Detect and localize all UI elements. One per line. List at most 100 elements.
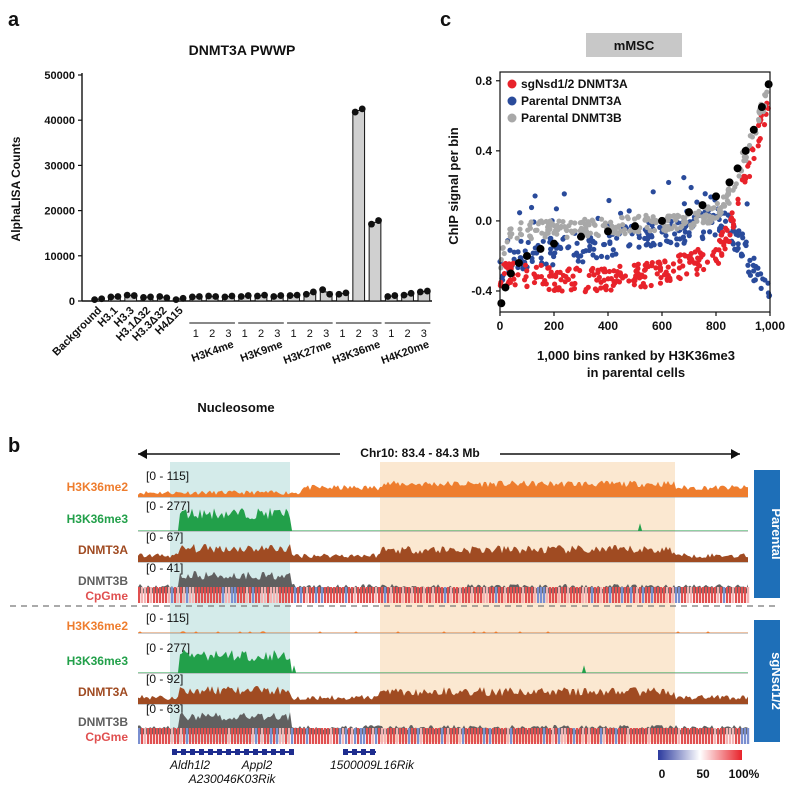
scatter-point [558, 277, 564, 283]
scatter-point [644, 224, 650, 231]
scatter-point [661, 272, 668, 278]
scatter-point [564, 234, 570, 240]
scatter-point [553, 273, 559, 280]
panel-a-group-label: H3K9me [239, 339, 284, 365]
scatter-point [547, 250, 554, 256]
scatter-point [606, 268, 613, 275]
scatter-point [602, 269, 609, 275]
scatter-point [525, 227, 531, 233]
scatter-point [631, 262, 637, 268]
panel-c-ytick-label: 0.0 [475, 214, 492, 228]
track-label: CpGme [85, 730, 128, 744]
scatter-point [674, 242, 680, 248]
condition-tab-sgnsd: sgNsd1/2 [754, 620, 784, 742]
panel-c-xtick-label: 600 [652, 319, 672, 333]
scatter-point [572, 280, 578, 287]
scatter-point [681, 174, 687, 181]
scatter-point [738, 251, 745, 257]
replicate-point [188, 293, 196, 301]
track-label: DNMT3A [78, 543, 128, 557]
track-label: DNMT3B [78, 715, 128, 729]
scatter-point [532, 193, 538, 199]
legend-label: sgNsd1/2 DNMT3A [521, 77, 628, 91]
scatter-point [571, 252, 577, 258]
scatter-point [751, 255, 757, 261]
scatter-point [729, 210, 735, 216]
scatter-point [504, 239, 510, 245]
panel-c-ylabel: ChIP signal per bin [446, 127, 461, 245]
scatter-point [607, 239, 613, 245]
scatter-point [645, 236, 651, 242]
scatter-point [670, 261, 677, 267]
track-label: H3K36me3 [67, 512, 129, 526]
scatter-point [657, 224, 663, 230]
scatter-point [706, 220, 713, 226]
replicate-point [172, 296, 180, 304]
scatter-point [657, 280, 664, 286]
scatter-point [565, 276, 572, 283]
scatter-point [587, 243, 593, 249]
scatter-point [498, 265, 504, 271]
scatter-point [649, 259, 655, 266]
panel-c-xtick-label: 400 [598, 319, 618, 333]
replicate-point [423, 287, 431, 295]
legend-label: Parental DNMT3B [521, 111, 622, 125]
replicate-point [286, 292, 294, 299]
scatter-point [707, 229, 713, 235]
scatter-point [540, 281, 546, 287]
scatter-point [610, 247, 616, 253]
panel-a-sublabel: 2 [209, 328, 215, 340]
scatter-point [657, 241, 663, 248]
trend-point [741, 146, 750, 155]
scatter-point [681, 240, 687, 246]
scatter-point [706, 213, 712, 219]
trend-point [749, 125, 758, 134]
scatter-point [626, 243, 632, 249]
scatter-point [674, 236, 680, 242]
scatter-point [614, 235, 620, 241]
scatter-point [672, 231, 678, 237]
gene-exon [343, 749, 348, 755]
scatter-point [524, 283, 530, 289]
scatter-point [670, 268, 677, 274]
gene-exon [217, 749, 222, 755]
scatter-point [547, 235, 553, 242]
scatter-point [653, 217, 659, 223]
panel-a-sublabel: 2 [405, 328, 411, 340]
panel-a-ytick-label: 0 [69, 296, 75, 308]
scatter-point [732, 246, 738, 252]
bar [124, 294, 138, 302]
panel-b-label: b [8, 435, 20, 457]
scatter-point [608, 287, 614, 293]
trend-point [698, 201, 707, 210]
scatter-point [598, 285, 604, 291]
scatter-point [642, 262, 648, 268]
panel-c-title: mMSC [614, 38, 655, 53]
scatter-point [507, 231, 513, 237]
replicate-point [228, 292, 236, 300]
panel-c-xlabel-line2: in parental cells [587, 365, 685, 380]
scatter-point [735, 241, 741, 247]
scatter-point [543, 261, 549, 267]
scatter-point [756, 122, 762, 128]
scatter-point [550, 262, 556, 268]
region-arrow [138, 444, 740, 462]
panel-b-genome-tracks: Chr10: 83.4 - 84.3 Mb H3K36me2[0 - 115]H… [10, 444, 784, 786]
scatter-point [590, 218, 596, 224]
scatter-point [688, 250, 694, 257]
panel-c-ytick-label: 0.4 [475, 144, 492, 158]
panel-a-bars [91, 105, 431, 304]
replicate-point [107, 293, 115, 301]
scatter-point [700, 229, 707, 235]
scatter-point [650, 189, 656, 195]
track-range: [0 - 41] [146, 561, 183, 575]
scatter-point [701, 217, 707, 223]
scatter-point [694, 218, 700, 224]
scatter-point [528, 204, 535, 211]
scatter-point [631, 282, 637, 288]
condition-sgnsd-label: sgNsd1/2 [769, 652, 784, 710]
scatter-point [760, 276, 766, 282]
replicate-point [163, 294, 171, 302]
scatter-point [609, 223, 615, 229]
